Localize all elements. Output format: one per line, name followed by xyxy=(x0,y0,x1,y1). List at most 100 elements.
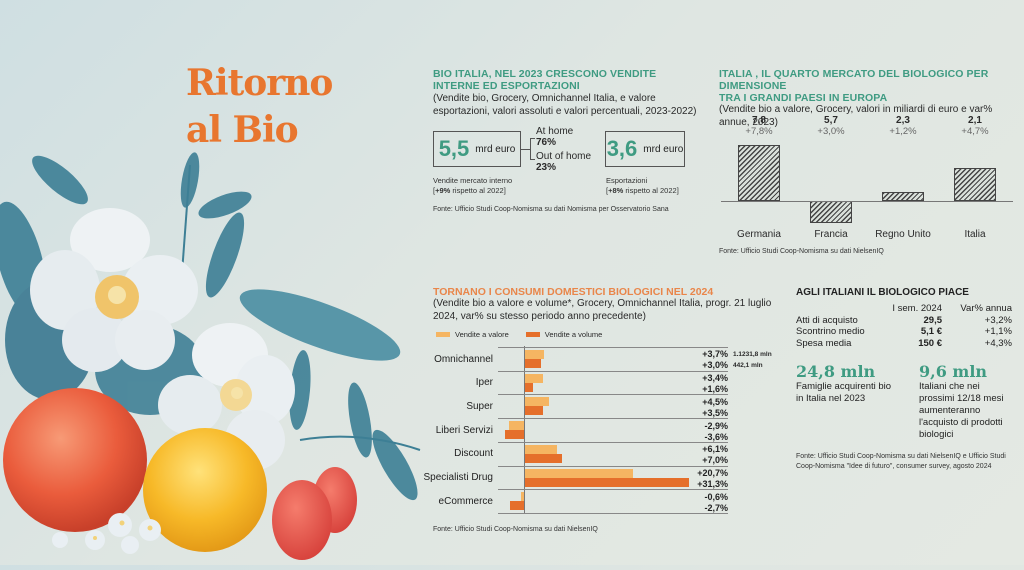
row-change: +1,1% xyxy=(984,326,1012,338)
out-of-home: Out of home 23% xyxy=(536,151,591,173)
row-separator xyxy=(498,418,728,419)
pct-volume: +31,3% xyxy=(697,479,728,489)
exports-value: 3,6 xyxy=(606,136,638,161)
section3-source: Fonte: Ufficio Studi Coop-Nomisma su dat… xyxy=(433,526,598,533)
bar-volume-super xyxy=(525,406,543,415)
bar-value-omnichannel xyxy=(525,350,544,359)
at-home-label: At home xyxy=(536,126,574,137)
table-row: Scontrino medio 5,1 € +1,1% xyxy=(796,326,1012,338)
category-liberi-servizi: Liberi Servizi xyxy=(435,425,493,436)
illustration xyxy=(0,140,430,565)
category-super: Super xyxy=(466,401,493,412)
pct-value: +3,4% xyxy=(702,373,728,383)
row-label: Atti di acquisto xyxy=(796,314,858,326)
annotation-volume: 442,1 mln xyxy=(733,362,763,369)
baseline xyxy=(721,201,1013,202)
pct-super: +4,5% +3,5% xyxy=(670,397,728,419)
legend-label-volume: Vendite a volume xyxy=(544,330,603,339)
row-value: 29,5 xyxy=(923,314,943,326)
bar-volume-omnichannel xyxy=(525,359,541,368)
annotation-omnichannel: 1.1231,8 mln 442,1 mln xyxy=(733,349,772,371)
category-iper: Iper xyxy=(475,377,493,388)
pct-volume: +3,5% xyxy=(702,408,728,418)
col-header-semester: I sem. 2024 xyxy=(892,303,942,315)
connector xyxy=(530,138,535,139)
bar-volume-discount xyxy=(525,454,562,463)
category-specialisti-drug: Specialisti Drug xyxy=(423,472,493,483)
title-line-1: Ritorno xyxy=(186,62,333,104)
pct-omnichannel: +3,7% +3,0% xyxy=(670,349,728,371)
category-ecommerce: eCommerce xyxy=(438,496,493,507)
pct-volume: +7,0% xyxy=(702,455,728,465)
section2-heading-2: TRA I GRANDI PAESI IN EUROPA xyxy=(719,92,888,104)
domestic-sales-label: Vendite mercato interno xyxy=(433,176,513,185)
bar-label-francia: 5,7 +3,0% xyxy=(810,115,852,137)
stat-families: 24,8 mln Famiglie acquirenti bio in Ital… xyxy=(796,362,906,405)
row-label: Scontrino medio xyxy=(796,326,865,338)
exports-change-rest: rispetto al 2022] xyxy=(623,186,679,195)
bracket: [ xyxy=(606,186,609,195)
bar-label-germania: 7,8 +7,8% xyxy=(738,115,780,137)
row-separator xyxy=(498,371,728,372)
pct-value: +6,1% xyxy=(702,444,728,454)
exports-unit: mrd euro xyxy=(643,143,684,155)
section3-heading: TORNANO I CONSUMI DOMESTICI BIOLOGICI NE… xyxy=(433,286,714,298)
bracket: [ xyxy=(433,186,436,195)
pct-iper: +3,4% +1,6% xyxy=(670,373,728,395)
row-separator xyxy=(498,394,728,395)
section2-subheading: (Vendite bio a valore, Grocery, valori i… xyxy=(719,104,993,128)
connector xyxy=(521,149,531,150)
pct-volume: -2,7% xyxy=(704,503,728,513)
section3-subheading: (Vendite bio a valore e volume*, Grocery… xyxy=(433,298,772,322)
bar-volume-ecommerce xyxy=(510,501,524,510)
change-label: +7,8% xyxy=(745,126,773,137)
value-label: 7,8 xyxy=(752,115,766,126)
row-separator xyxy=(498,489,728,490)
annotation-value: 1.1231,8 mln xyxy=(733,351,772,358)
row-label: Spesa media xyxy=(796,337,852,349)
bar-germania xyxy=(738,145,780,201)
out-of-home-label: Out of home xyxy=(536,151,592,162)
row-change: +4,3% xyxy=(984,337,1012,349)
change-label: +4,7% xyxy=(961,126,989,137)
exports-caption: Esportazioni [+8% rispetto al 2022] xyxy=(606,176,679,196)
section4-heading: AGLI ITALIANI IL BIOLOGICO PIACE xyxy=(796,287,969,298)
domestic-sales-box: 5,5 mrd euro xyxy=(433,131,521,167)
pct-value: +20,7% xyxy=(697,468,728,478)
legend-label-value: Vendite a valore xyxy=(455,330,509,339)
pct-discount: +6,1% +7,0% xyxy=(670,444,728,466)
section-europe: ITALIA , IL QUARTO MERCATO DEL BIOLOGICO… xyxy=(719,68,1019,129)
exports-box: 3,6 mrd euro xyxy=(605,131,685,167)
bar-italia xyxy=(954,168,996,201)
bar-francia xyxy=(810,201,852,223)
at-home-value: 76% xyxy=(536,137,557,148)
section1-source: Fonte: Ufficio Studi Coop-Nomisma su dat… xyxy=(433,206,669,213)
stats-table: I sem. 2024 Var% annua Atti di acquisto … xyxy=(796,303,1012,349)
legend: Vendite a valore Vendite a volume xyxy=(436,330,602,339)
pct-value: -2,9% xyxy=(704,421,728,431)
exports-change: +8% xyxy=(608,186,624,195)
change-label: +1,2% xyxy=(889,126,917,137)
pct-specialisti-drug: +20,7% +31,3% xyxy=(670,468,728,490)
bar-value-iper xyxy=(525,374,543,383)
value-label: 2,1 xyxy=(968,115,982,126)
bar-value-discount xyxy=(525,445,557,454)
value-label: 2,3 xyxy=(896,115,910,126)
col-header-change: Var% annua xyxy=(960,303,1012,315)
category-regno-unito: Regno Unito xyxy=(875,229,931,240)
row-value: 150 € xyxy=(918,337,942,349)
section4-source: Fonte: Ufficio Studi Coop-Nomisma su dat… xyxy=(796,453,1006,470)
stat-families-value: 24,8 mln xyxy=(796,362,876,381)
bar-label-regno-unito: 2,3 +1,2% xyxy=(882,115,924,137)
legend-swatch-volume xyxy=(525,332,540,337)
section2-source: Fonte: Ufficio Studi Coop-Nomisma su dat… xyxy=(719,248,884,255)
category-germania: Germania xyxy=(737,229,781,240)
domestic-sales-value: 5,5 xyxy=(438,136,470,161)
row-separator xyxy=(498,466,728,467)
row-change: +3,2% xyxy=(984,314,1012,326)
legend-swatch-value xyxy=(436,332,450,337)
bar-regno-unito xyxy=(882,192,924,201)
europe-chart: 7,8 +7,8% 5,7 +3,0% 2,3 +1,2% 2,1 +4,7% … xyxy=(719,115,1019,245)
domestic-sales-change: +9% xyxy=(435,186,451,195)
category-italia: Italia xyxy=(964,229,986,240)
